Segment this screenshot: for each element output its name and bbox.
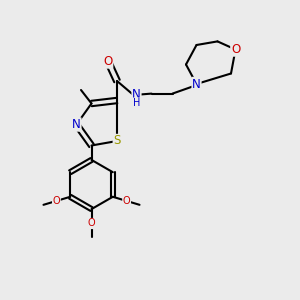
Text: S: S	[113, 134, 121, 148]
Text: O: O	[123, 196, 130, 206]
Text: O: O	[88, 218, 95, 229]
Text: N: N	[132, 88, 141, 101]
Text: H: H	[133, 98, 140, 108]
Text: O: O	[52, 196, 60, 206]
Text: N: N	[72, 118, 81, 131]
Text: N: N	[192, 77, 201, 91]
Text: O: O	[103, 55, 112, 68]
Text: O: O	[231, 43, 240, 56]
